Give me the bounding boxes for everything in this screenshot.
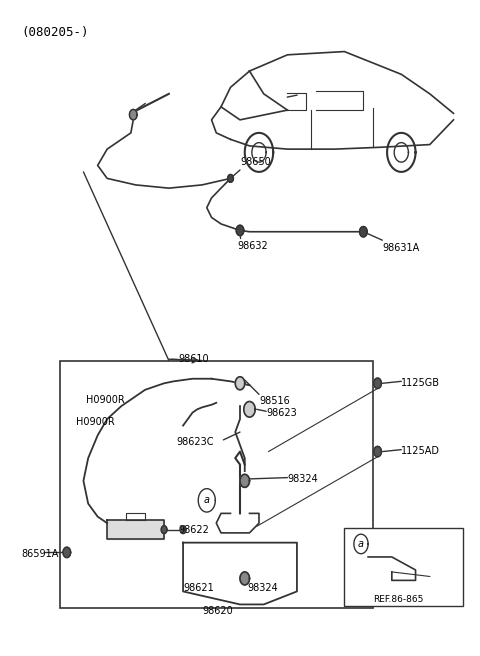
Text: 1125GB: 1125GB xyxy=(401,378,440,388)
Polygon shape xyxy=(228,174,233,182)
Polygon shape xyxy=(244,401,255,417)
Text: 98631A: 98631A xyxy=(383,243,420,253)
Text: (080205-): (080205-) xyxy=(22,26,89,39)
Polygon shape xyxy=(374,378,382,388)
Text: 98516: 98516 xyxy=(259,396,290,405)
Text: 98623C: 98623C xyxy=(177,437,214,447)
Polygon shape xyxy=(236,225,244,236)
Text: 98650: 98650 xyxy=(240,157,271,167)
Polygon shape xyxy=(63,547,71,558)
Polygon shape xyxy=(360,226,367,237)
Bar xyxy=(60,361,373,607)
Polygon shape xyxy=(130,110,137,120)
Text: 98623: 98623 xyxy=(266,407,297,418)
Text: 98632: 98632 xyxy=(238,241,268,251)
Text: 86591A: 86591A xyxy=(22,548,59,559)
Text: 1125AD: 1125AD xyxy=(401,446,440,456)
Text: H0900R: H0900R xyxy=(86,394,124,405)
Text: a: a xyxy=(204,495,210,505)
Text: a: a xyxy=(358,539,364,549)
Polygon shape xyxy=(180,525,186,533)
Text: REF.86-865: REF.86-865 xyxy=(373,595,423,604)
Polygon shape xyxy=(240,572,250,585)
Polygon shape xyxy=(374,446,382,457)
Text: 98621: 98621 xyxy=(183,583,214,593)
Text: 98324: 98324 xyxy=(247,583,278,593)
Polygon shape xyxy=(183,543,297,604)
Bar xyxy=(344,528,463,606)
Polygon shape xyxy=(161,525,167,533)
Text: 98610: 98610 xyxy=(179,354,209,364)
Polygon shape xyxy=(240,474,250,487)
Text: H0900R: H0900R xyxy=(76,417,115,427)
Text: 98620: 98620 xyxy=(202,606,233,617)
Polygon shape xyxy=(235,377,245,390)
Polygon shape xyxy=(107,520,164,539)
Text: 98622: 98622 xyxy=(179,525,209,535)
Text: 98324: 98324 xyxy=(288,474,318,484)
